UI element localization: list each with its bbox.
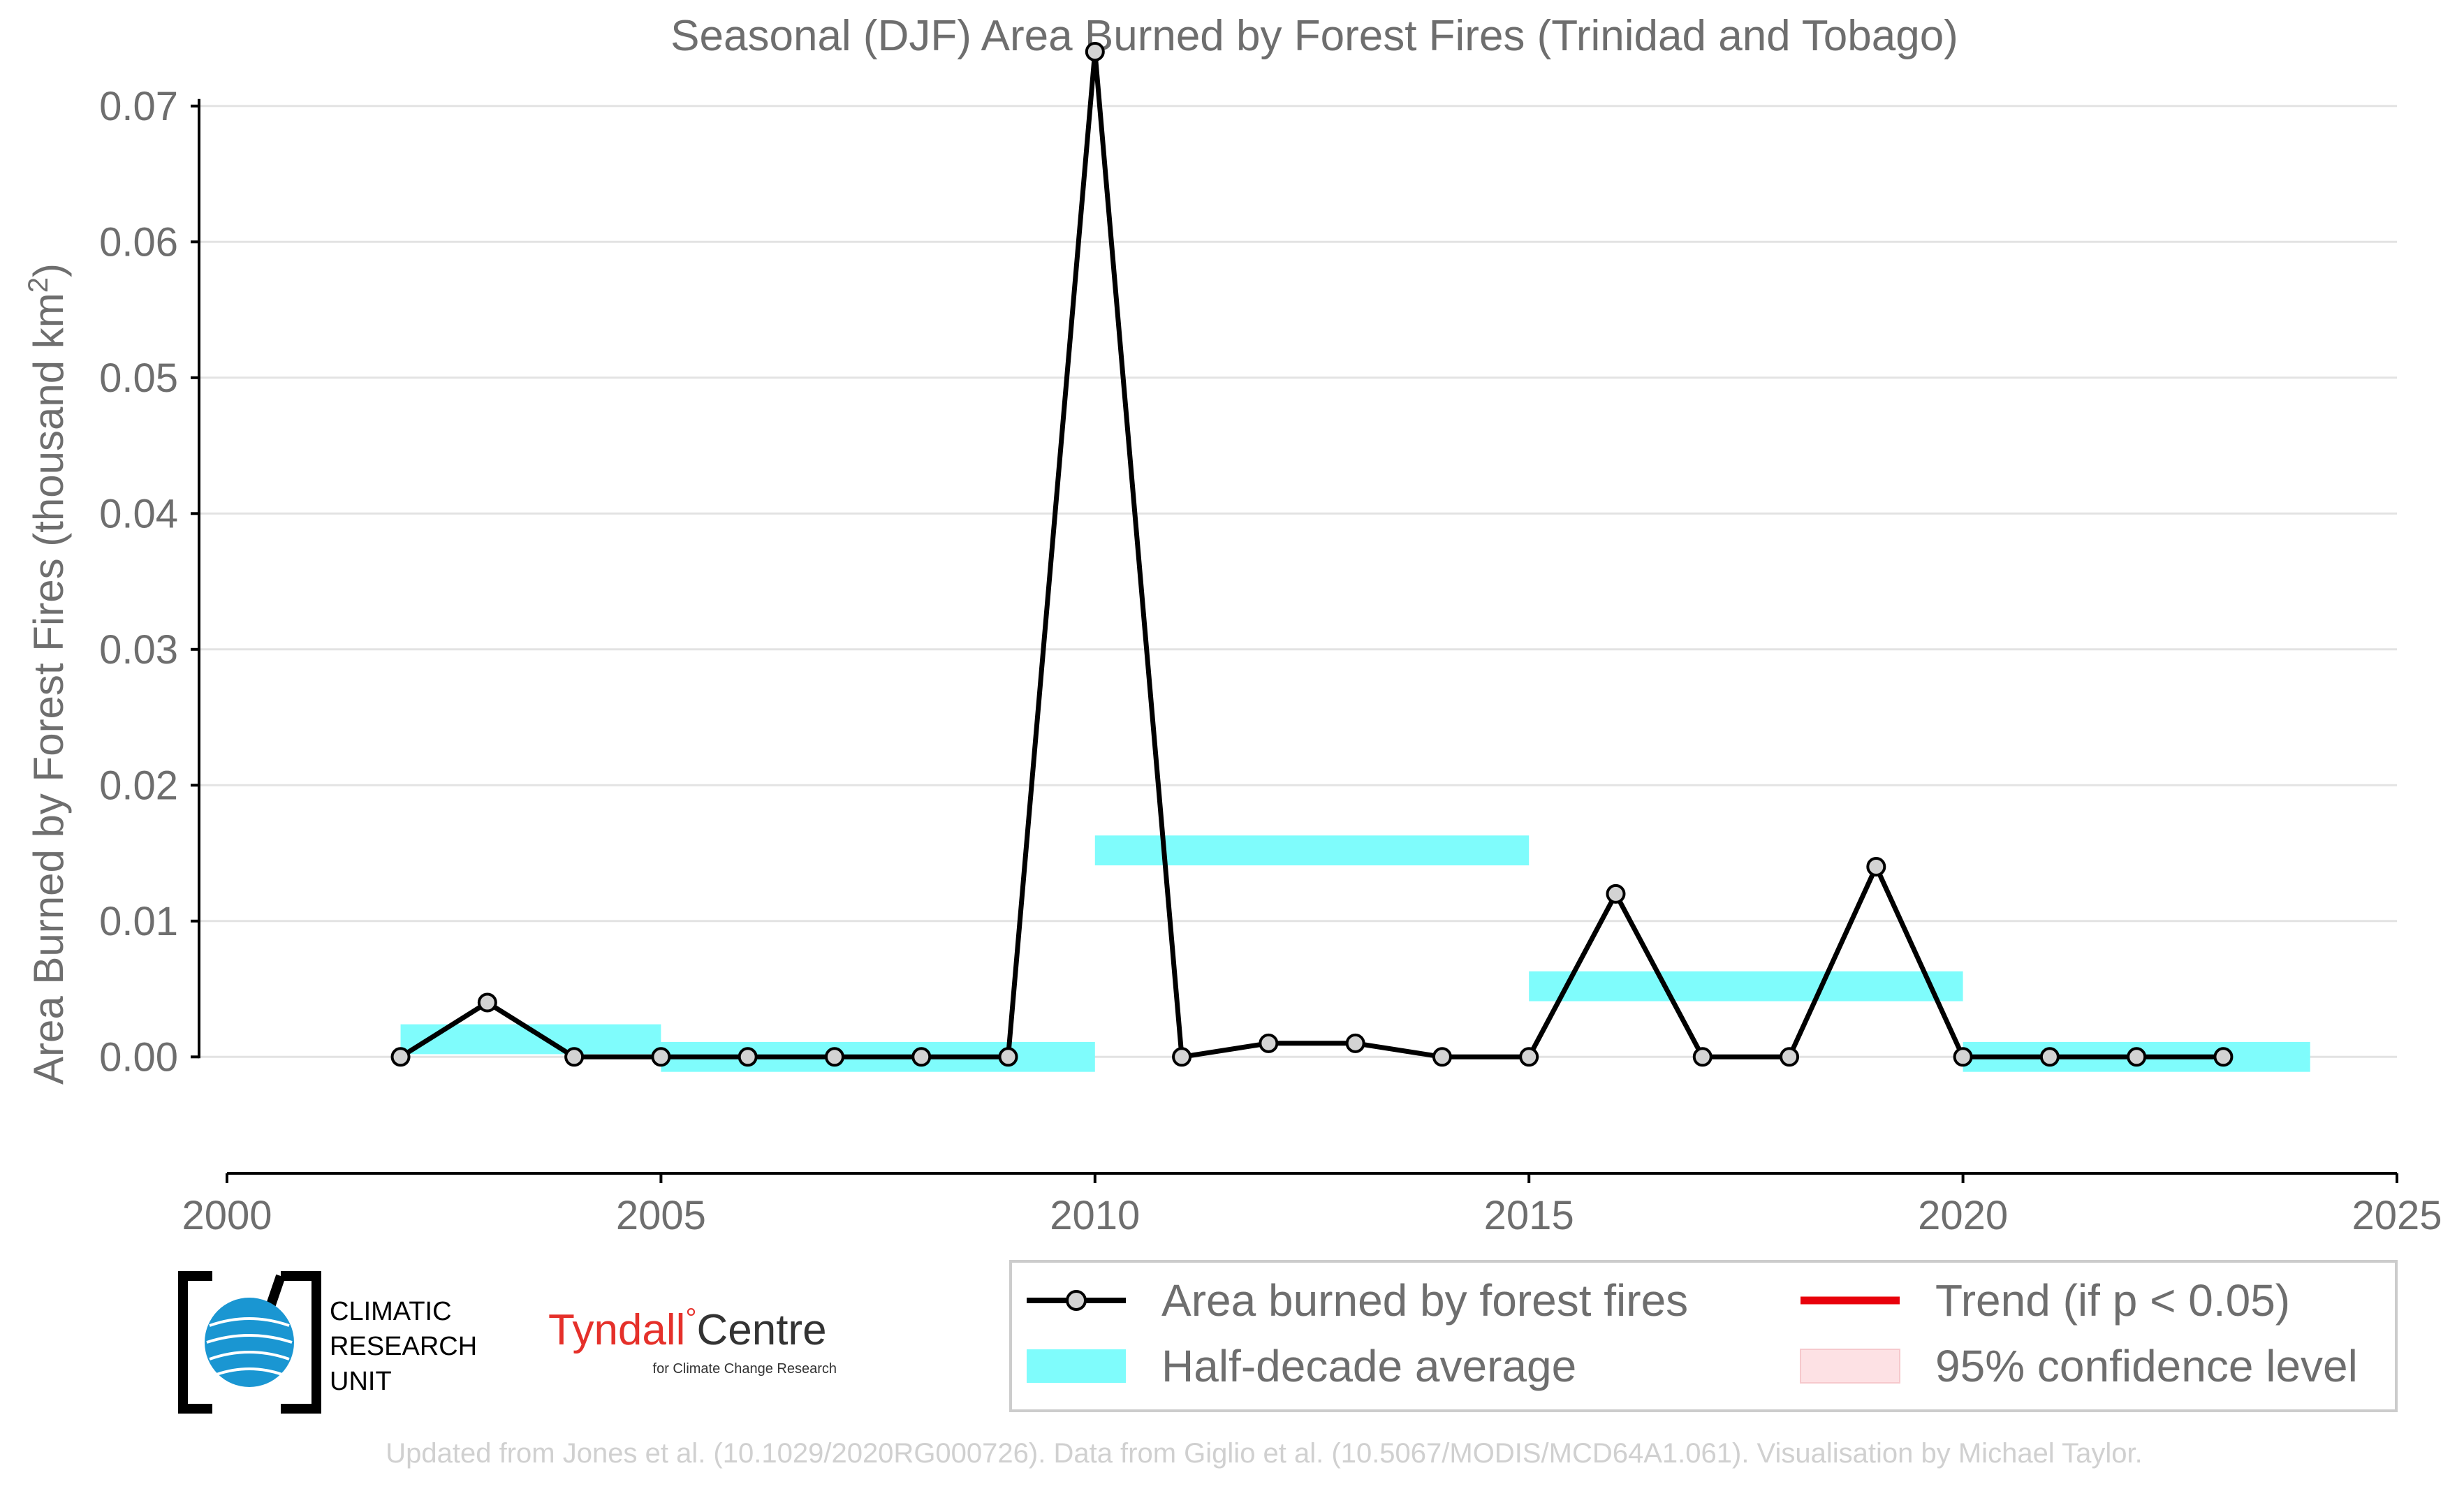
- y-tick-label-1: 0.01: [99, 899, 178, 944]
- data-point-2002: [390, 1047, 411, 1067]
- data-point-2005: [651, 1047, 671, 1067]
- data-point-2006: [738, 1047, 758, 1067]
- cru-bracket-left: [178, 1271, 212, 1414]
- y-tick-label-6: 0.06: [99, 219, 178, 265]
- gridlines: [199, 105, 2397, 1058]
- x-tick-label-3: 2015: [1484, 1193, 1574, 1238]
- legend-label-area-burned: Area burned by forest fires: [1161, 1275, 1688, 1326]
- tyndall-name-text: Tyndall: [548, 1306, 685, 1354]
- y-tick-label-5: 0.05: [99, 355, 178, 401]
- legend-label-trend: Trend (if p < 0.05): [1935, 1275, 2290, 1326]
- legend-frame: [1009, 1260, 2398, 1412]
- data-point-2008: [911, 1047, 932, 1067]
- legend-label-half-decade: Half-decade average: [1161, 1341, 1576, 1391]
- data-point-2007: [824, 1047, 844, 1067]
- tyndall-logo-name: Tyndall°Centre: [548, 1303, 827, 1354]
- y-tick-label-7: 0.07: [99, 84, 178, 129]
- y-axis-label-sup: 2: [23, 277, 54, 293]
- data-point-2015: [1519, 1047, 1539, 1067]
- data-point-2019: [1866, 857, 1886, 876]
- data-point-2016: [1606, 883, 1626, 904]
- data-point-2003: [477, 992, 497, 1013]
- data-point-2009: [998, 1047, 1018, 1067]
- series-line-0: [399, 49, 2224, 1059]
- half-decade-band-3: [1529, 971, 1963, 1002]
- x-tick-label-5: 2025: [2352, 1193, 2442, 1238]
- y-tick-labels: 0.00 0.01 0.02 0.03 0.04 0.05 0.06 0.07: [99, 84, 178, 1080]
- legend-label-confidence: 95% confidence level: [1935, 1341, 2358, 1391]
- axes: [191, 98, 2398, 1183]
- x-tick-label-0: 2000: [182, 1193, 272, 1238]
- cru-globe-lines: [206, 1317, 293, 1376]
- y-tick-label-0: 0.00: [99, 1034, 178, 1080]
- x-tick-label-4: 2020: [1918, 1193, 2008, 1238]
- half-decade-band-2: [1094, 835, 1530, 866]
- legend: Area burned by forest fires Trend (if p …: [1009, 1260, 2398, 1412]
- cru-logo: CLIMATIC RESEARCH UNIT: [178, 1271, 477, 1414]
- x-tick-label-1: 2005: [616, 1193, 706, 1238]
- cru-bracket-right: [266, 1271, 321, 1414]
- data-point-2012: [1259, 1033, 1279, 1053]
- cru-text-line2: RESEARCH: [330, 1332, 477, 1361]
- tyndall-logo: Tyndall°Centre for Climate Change Resear…: [548, 1303, 837, 1377]
- x-tick-labels: 2000 2005 2010 2015 2020 2025: [182, 1193, 2442, 1238]
- tyndall-degree: °: [685, 1303, 696, 1334]
- data-point-2004: [564, 1047, 585, 1067]
- data-point-2021: [2039, 1047, 2060, 1067]
- y-axis-label-tail: ): [25, 263, 72, 277]
- data-point-2013: [1345, 1033, 1365, 1053]
- data-point-2011: [1172, 1047, 1192, 1067]
- chart-title: Seasonal (DJF) Area Burned by Forest Fir…: [670, 12, 1958, 60]
- data-point-2020: [1953, 1047, 1973, 1067]
- data-point-2022: [2127, 1047, 2147, 1067]
- tyndall-centre-text: Centre: [696, 1306, 826, 1354]
- series-area-burned: [390, 42, 2234, 1067]
- legend-marker-area-burned: [1066, 1290, 1087, 1311]
- x-tick-label-2: 2010: [1050, 1193, 1140, 1238]
- legend-swatch-confidence: [1800, 1349, 1900, 1384]
- y-tick-label-4: 0.04: [99, 491, 178, 536]
- data-point-2017: [1692, 1047, 1713, 1067]
- credit-line: Updated from Jones et al. (10.1029/2020R…: [386, 1438, 2142, 1469]
- y-tick-label-3: 0.03: [99, 627, 178, 673]
- y-tick-label-2: 0.02: [99, 763, 178, 808]
- tyndall-subtitle: for Climate Change Research: [653, 1361, 837, 1377]
- data-point-2018: [1780, 1047, 1800, 1067]
- data-point-2014: [1432, 1047, 1452, 1067]
- data-point-2023: [2213, 1047, 2234, 1067]
- legend-swatch-half-decade: [1027, 1349, 1126, 1383]
- cru-text-line1: CLIMATIC: [330, 1297, 452, 1326]
- y-axis-label: Area Burned by Forest Fires (thousand km…: [23, 263, 72, 1085]
- y-axis-label-text: Area Burned by Forest Fires (thousand km: [25, 293, 72, 1085]
- cru-text-line3: UNIT: [330, 1367, 392, 1396]
- data-point-2010: [1085, 42, 1105, 61]
